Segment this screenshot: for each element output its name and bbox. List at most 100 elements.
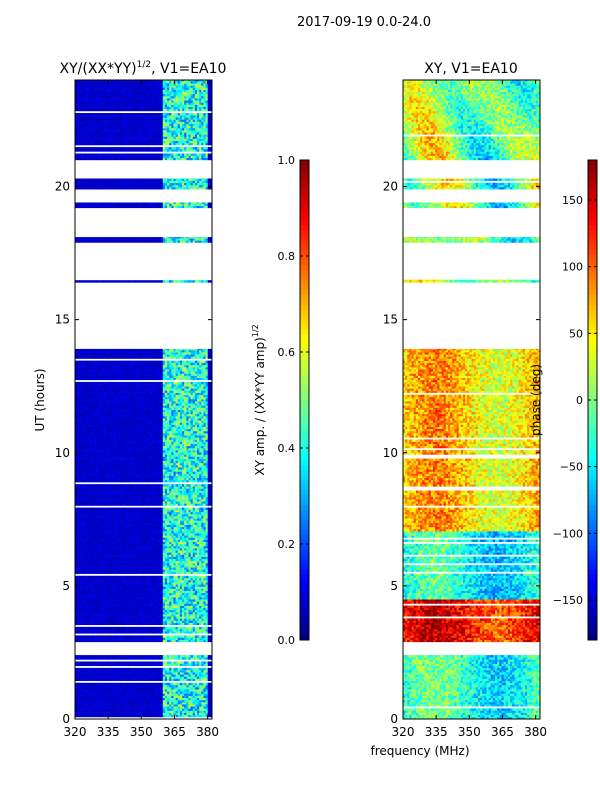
heatmap-cell: [152, 708, 155, 711]
heatmap-cell: [89, 618, 93, 621]
heatmap-cell: [124, 708, 127, 711]
heatmap-cell: [83, 620, 87, 623]
heatmap-cell: [75, 614, 78, 617]
heatmap-cell: [158, 639, 162, 643]
heatmap-cell: [107, 672, 110, 675]
heatmap-cell: [201, 706, 204, 709]
heatmap-cell: [188, 699, 191, 703]
heatmap-cell: [79, 678, 82, 681]
heatmap-cell: [190, 704, 194, 707]
heatmap-cell: [124, 584, 127, 587]
heatmap-cell: [81, 691, 84, 694]
heatmap-cell: [77, 710, 80, 713]
heatmap-cell: [188, 704, 191, 707]
heatmap-cell: [115, 637, 119, 640]
heatmap-cell: [113, 588, 117, 591]
heatmap-cell: [197, 697, 200, 701]
heatmap-cell: [167, 689, 170, 692]
heatmap-cell: [160, 682, 164, 686]
heatmap-cell: [81, 637, 84, 640]
heatmap-cell: [188, 586, 191, 589]
heatmap-cell: [100, 584, 104, 587]
heatmap-cell: [87, 607, 91, 611]
heatmap-cell: [177, 609, 181, 613]
heatmap-cell: [139, 614, 142, 617]
heatmap-cell: [186, 701, 189, 705]
heatmap-cell: [154, 701, 157, 705]
heatmap-cell: [201, 701, 204, 705]
heatmap-cell: [160, 701, 164, 705]
heatmap-cell: [160, 601, 164, 604]
heatmap-cell: [145, 603, 149, 606]
heatmap-cell: [87, 580, 91, 583]
heatmap-cell: [130, 584, 134, 587]
heatmap-cell: [162, 689, 166, 692]
heatmap-cell: [81, 611, 84, 615]
heatmap-cell: [96, 637, 99, 640]
heatmap-cell: [117, 620, 121, 623]
heatmap-cell: [158, 661, 162, 664]
heatmap-cell: [96, 597, 99, 600]
heatmap-cell: [149, 592, 153, 596]
heatmap-cell: [186, 695, 189, 698]
heatmap-cell: [188, 631, 191, 634]
heatmap-cell: [171, 699, 174, 703]
heatmap-cell: [171, 611, 174, 615]
heatmap-cell: [158, 693, 162, 696]
heatmap-cell: [130, 590, 134, 594]
heatmap-cell: [209, 661, 213, 664]
heatmap-cell: [98, 704, 102, 707]
heatmap-cell: [194, 693, 198, 696]
heatmap-cell: [92, 676, 95, 679]
heatmap-cell: [207, 701, 211, 705]
heatmap-cell: [100, 586, 104, 589]
heatmap-cell: [117, 618, 121, 621]
heatmap-cell: [77, 603, 80, 606]
heatmap-cell: [207, 601, 211, 604]
heatmap-cell: [203, 580, 206, 583]
heatmap-cell: [169, 674, 172, 677]
heatmap-cell: [173, 712, 177, 716]
heatmap-cell: [147, 618, 151, 621]
heatmap-cell: [175, 674, 179, 677]
heatmap-cell: [179, 597, 183, 600]
heatmap-cell: [205, 689, 209, 692]
heatmap-cell: [177, 611, 181, 615]
heatmap-cell: [145, 607, 149, 611]
heatmap-cell: [128, 655, 132, 658]
heatmap-cell: [130, 714, 134, 718]
heatmap-cell: [128, 637, 132, 640]
heatmap-cell: [104, 635, 108, 638]
heatmap-cell: [109, 684, 112, 688]
heatmap-cell: [96, 674, 99, 677]
heatmap-cell: [126, 626, 129, 630]
heatmap-cell: [85, 601, 89, 604]
heatmap-cell: [98, 631, 102, 634]
heatmap-cell: [122, 670, 125, 673]
heatmap-cell: [171, 710, 174, 713]
heatmap-cell: [104, 667, 108, 671]
heatmap-cell: [177, 592, 181, 596]
heatmap-cell: [177, 631, 181, 634]
heatmap-cell: [184, 655, 187, 658]
heatmap-cell: [143, 620, 147, 623]
heatmap-cell: [197, 603, 200, 606]
heatmap-cell: [207, 594, 211, 598]
heatmap-cell: [83, 661, 87, 664]
heatmap-cell: [171, 695, 174, 698]
heatmap-cell: [130, 601, 134, 604]
heatmap-cell: [128, 701, 132, 705]
heatmap-cell: [117, 631, 121, 634]
heatmap-cell: [162, 684, 166, 688]
heatmap-cell: [113, 708, 117, 711]
heatmap-cell: [137, 594, 140, 598]
heatmap-cell: [154, 657, 157, 660]
heatmap-cell: [137, 684, 140, 688]
heatmap-cell: [190, 714, 194, 718]
heatmap-cell: [100, 618, 104, 621]
heatmap-cell: [96, 582, 99, 585]
heatmap-cell: [192, 661, 196, 664]
heatmap-cell: [203, 620, 206, 623]
heatmap-cell: [98, 629, 102, 632]
heatmap-cell: [173, 590, 177, 594]
